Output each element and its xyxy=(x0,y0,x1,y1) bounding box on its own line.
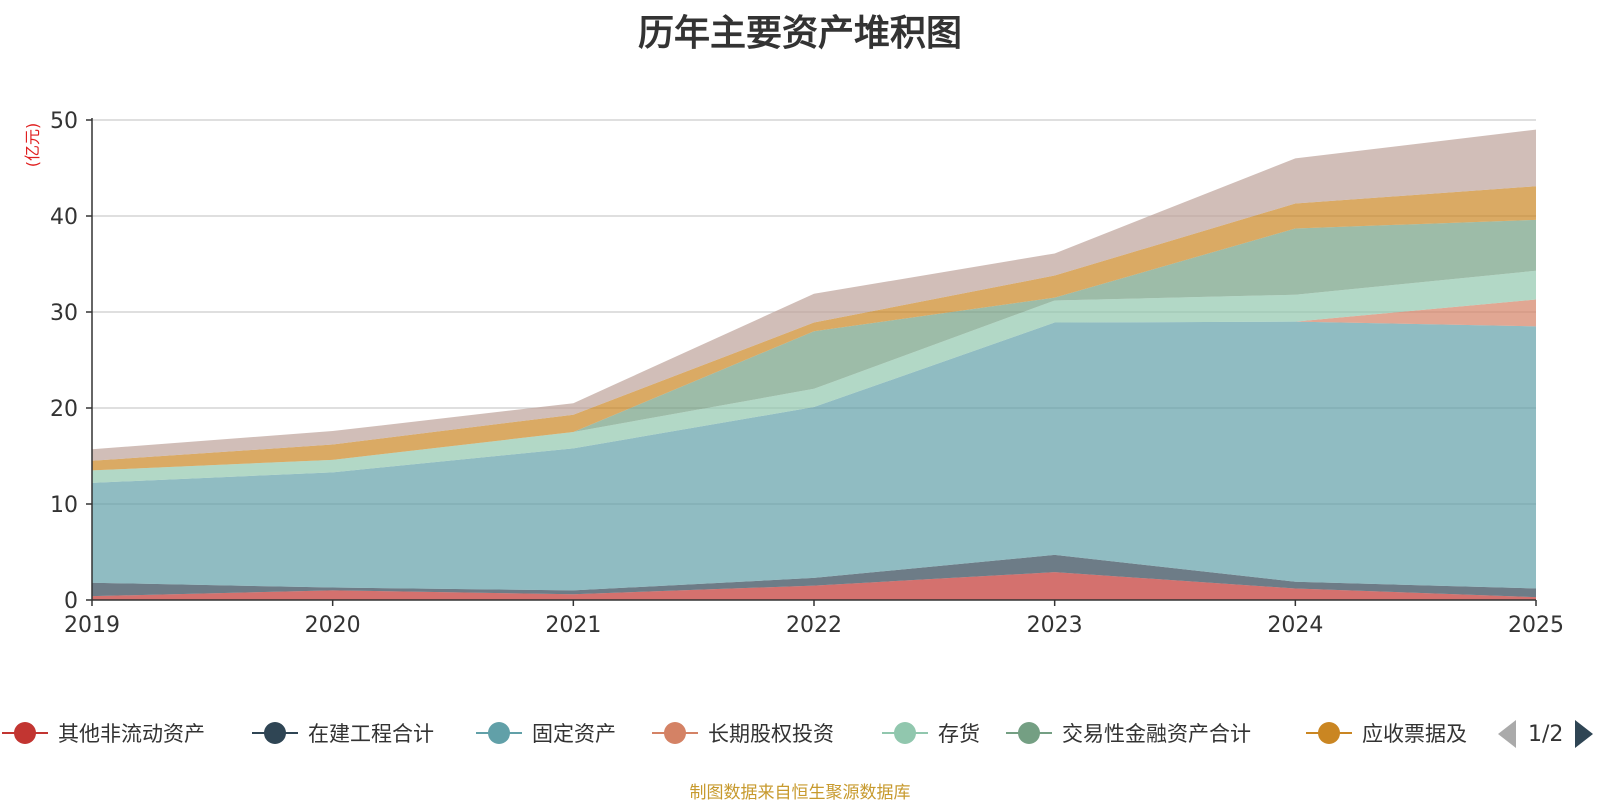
legend-item[interactable]: 其他非流动资产 xyxy=(0,715,205,751)
x-tick-label: 2021 xyxy=(545,613,601,638)
y-tick-label: 50 xyxy=(50,109,78,134)
legend-label: 固定资产 xyxy=(532,722,616,746)
y-tick-label: 0 xyxy=(64,589,78,614)
legend-marker-icon xyxy=(880,715,930,751)
legend-item[interactable]: 在建工程合计 xyxy=(250,715,434,751)
stacked-areas xyxy=(92,129,1536,600)
y-axis-unit-label: (亿元) xyxy=(23,123,42,168)
area-series-7 xyxy=(92,129,1536,461)
axes: 0 10 20 30 40 50 2019 2020 2021 2022 2023 2024 2025 xyxy=(50,109,1564,638)
area-series-4 xyxy=(92,270,1536,483)
y-tick-label: 10 xyxy=(50,493,78,518)
x-tick-label: 2019 xyxy=(64,613,120,638)
area-series-2 xyxy=(92,321,1536,591)
legend: 其他非流动资产 在建工程合计 固定资产 长期股权投资 存货 交易性金融资产合计 应收票据及 xyxy=(0,715,1600,755)
pager-text: 1/2 xyxy=(1528,721,1564,747)
legend-item[interactable]: 交易性金融资产合计 xyxy=(1004,715,1251,751)
legend-marker-icon xyxy=(1004,715,1054,751)
legend-label: 其他非流动资产 xyxy=(58,722,205,746)
legend-marker-icon xyxy=(1304,715,1354,751)
pager-prev-icon[interactable] xyxy=(1498,720,1516,748)
legend-label: 交易性金融资产合计 xyxy=(1062,722,1251,746)
y-tick-label: 20 xyxy=(50,397,78,422)
source-note: 制图数据来自恒生聚源数据库 xyxy=(689,783,911,803)
legend-marker-icon xyxy=(0,715,50,751)
legend-item[interactable]: 长期股权投资 xyxy=(650,715,834,751)
legend-marker-icon xyxy=(650,715,700,751)
legend-item[interactable]: 应收票据及 xyxy=(1304,715,1467,751)
legend-label: 应收票据及 xyxy=(1362,722,1467,746)
legend-item[interactable]: 存货 xyxy=(880,715,980,751)
legend-marker-icon xyxy=(250,715,300,751)
area-series-5 xyxy=(92,219,1536,471)
legend-label: 长期股权投资 xyxy=(708,722,834,746)
legend-pager: 1/2 xyxy=(1498,716,1594,752)
legend-label: 存货 xyxy=(938,722,980,746)
x-tick-label: 2022 xyxy=(786,613,842,638)
x-tick-label: 2020 xyxy=(305,613,361,638)
area-series-0 xyxy=(92,572,1536,600)
legend-marker-icon xyxy=(474,715,524,751)
y-tick-label: 40 xyxy=(50,205,78,230)
x-tick-label: 2023 xyxy=(1027,613,1083,638)
area-series-6 xyxy=(92,186,1536,471)
x-tick-label: 2024 xyxy=(1267,613,1323,638)
legend-item[interactable]: 固定资产 xyxy=(474,715,616,751)
legend-label: 在建工程合计 xyxy=(308,722,434,746)
y-tick-label: 30 xyxy=(50,301,78,326)
chart-title: 历年主要资产堆积图 xyxy=(637,13,962,54)
pager-next-icon[interactable] xyxy=(1575,720,1594,748)
area-series-3 xyxy=(92,299,1536,483)
x-tick-label: 2025 xyxy=(1508,613,1564,638)
